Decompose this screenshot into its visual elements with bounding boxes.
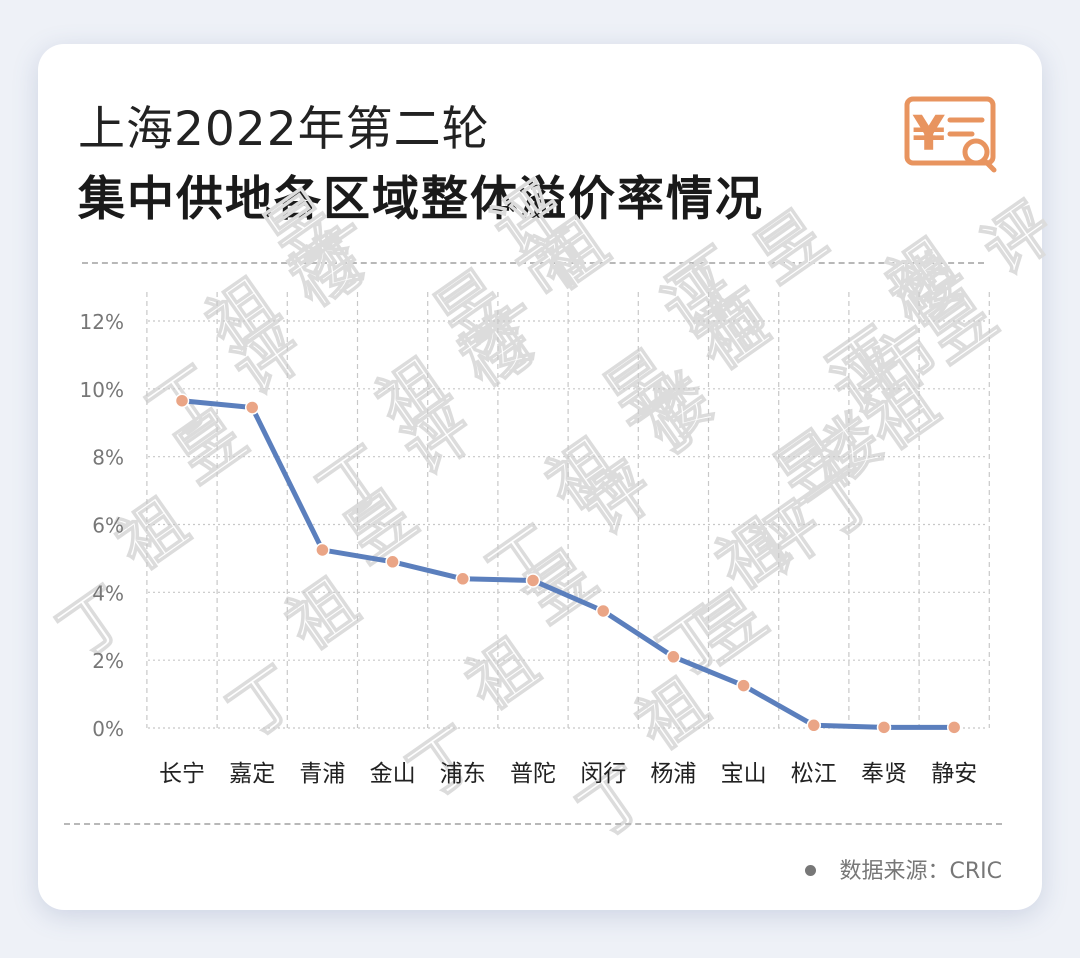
title-divider <box>82 262 984 264</box>
data-point <box>736 678 751 693</box>
x-tick-label: 宝山 <box>721 761 767 787</box>
chart-title-line2: 集中供地各区域整体溢价率情况 <box>78 172 764 227</box>
data-point <box>595 603 611 619</box>
data-point <box>455 571 471 587</box>
data-point <box>315 542 330 558</box>
series-line <box>179 398 957 730</box>
x-tick-label: 青浦 <box>299 761 345 787</box>
y-axis-ticks: 0% 2% 4% 6% 8% 10% 12% <box>80 310 124 741</box>
watermark-glyph: 评 <box>969 188 1067 289</box>
watermark: 丁祖昱评楼丁祖昱评楼市丁祖昱评楼市丁祖昱评楼市丁祖昱丁祖昱评丁祖昱评丁祖昱评楼丁… <box>44 167 1068 853</box>
y-tick-label: 2% <box>92 649 124 673</box>
y-tick-label: 10% <box>80 378 124 402</box>
y-tick-label: 0% <box>92 717 124 741</box>
watermark-glyph: 丁 <box>215 652 313 753</box>
x-tick-label: 奉贤 <box>861 761 907 787</box>
x-tick-label: 杨浦 <box>650 761 696 787</box>
watermark-glyph: 祖 <box>273 564 371 665</box>
data-point <box>876 720 892 735</box>
x-tick-label: 金山 <box>370 761 416 787</box>
footer-divider <box>64 823 1002 825</box>
y-tick-label: 6% <box>92 514 124 538</box>
x-tick-label: 闵行 <box>580 761 626 787</box>
data-point <box>174 393 190 408</box>
data-point <box>946 720 962 735</box>
data-point <box>806 718 822 733</box>
watermark-glyph: 昱 <box>741 196 839 297</box>
x-axis-ticks: 长宁 嘉定 青浦 金山 浦东 普陀 闵行 杨浦 宝山 松江 奉贤 静安 <box>159 761 977 787</box>
chart-title-line1: 上海2022年第二轮 <box>78 102 490 157</box>
yen-document-search-icon: ¥ <box>904 96 1000 174</box>
x-tick-label: 普陀 <box>510 761 556 787</box>
source-text: 数据来源：CRIC <box>839 859 1003 884</box>
data-point <box>525 573 541 588</box>
bullet-icon <box>804 864 816 876</box>
series-layer <box>174 393 962 735</box>
data-point <box>385 554 400 570</box>
x-tick-label: 嘉定 <box>229 761 275 787</box>
y-tick-label: 4% <box>92 581 124 605</box>
data-point <box>244 400 260 415</box>
chart-card <box>38 44 1042 910</box>
watermark-glyph: 祖 <box>453 624 551 725</box>
svg-text:¥: ¥ <box>912 106 945 162</box>
y-tick-label: 12% <box>80 310 124 334</box>
x-tick-label: 浦东 <box>440 761 486 787</box>
source-note: 数据来源：CRIC <box>804 853 1003 885</box>
y-tick-label: 8% <box>92 446 124 470</box>
data-point <box>666 649 681 665</box>
x-tick-label: 长宁 <box>159 761 205 787</box>
x-tick-label: 静安 <box>931 761 977 787</box>
x-tick-label: 松江 <box>791 761 837 787</box>
